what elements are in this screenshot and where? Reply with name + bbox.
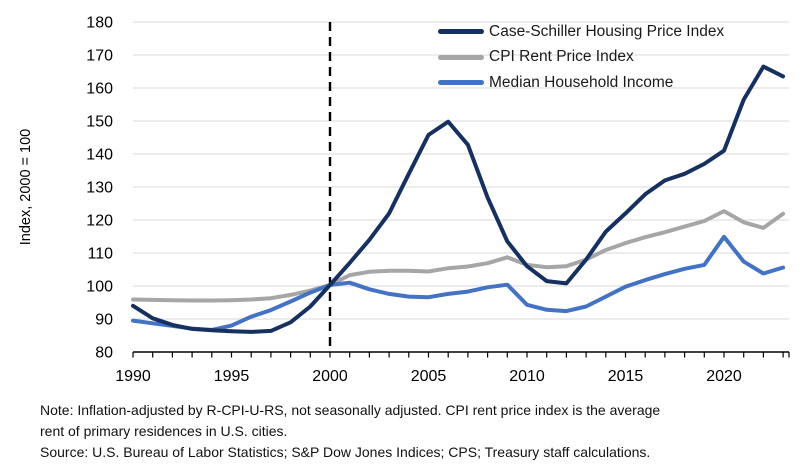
note-line-1: Note: Inflation-adjusted by R-CPI-U-RS, … [40, 402, 661, 418]
y-tick-label-150: 150 [86, 114, 113, 131]
source-text: Source: U.S. Bureau of Labor Statistics;… [40, 444, 651, 460]
x-tick-label-2005: 2005 [411, 368, 447, 385]
y-tick-label-80: 80 [95, 345, 113, 362]
series-line-case-schiller-housing-price-index [131, 64, 786, 334]
legend-swatch-cpi-rent-price-index [438, 54, 484, 60]
x-tick-label-2020: 2020 [706, 368, 742, 385]
legend-label-cpi-rent-price-index: CPI Rent Price Index [489, 48, 634, 66]
notes: Note: Inflation-adjusted by R-CPI-U-RS, … [40, 400, 785, 463]
y-tick-label-170: 170 [86, 48, 113, 65]
legend-item-case-schiller-housing-price-index: Case-Schiller Housing Price Index [438, 19, 724, 45]
series-line-cpi-rent-price-index [131, 209, 786, 303]
y-tick-label-120: 120 [86, 213, 113, 230]
y-axis-title: Index, 2000 = 100 [18, 128, 34, 246]
y-tick-label-160: 160 [86, 81, 113, 98]
x-tick-label-2015: 2015 [608, 368, 644, 385]
y-tick-label-140: 140 [86, 147, 113, 164]
legend-item-cpi-rent-price-index: CPI Rent Price Index [438, 45, 724, 71]
y-tick-label-100: 100 [86, 279, 113, 296]
x-tick-label-2010: 2010 [509, 368, 545, 385]
note-line-2: rent of primary residences in U.S. citie… [40, 423, 288, 439]
y-tick-label-130: 130 [86, 180, 113, 197]
y-tick-label-90: 90 [95, 312, 113, 329]
legend-swatch-case-schiller-housing-price-index [438, 29, 484, 35]
legend-swatch-median-household-income [438, 80, 484, 86]
legend-item-median-household-income: Median Household Income [438, 70, 724, 96]
x-tick-label-1990: 1990 [115, 368, 151, 385]
legend-label-median-household-income: Median Household Income [489, 73, 674, 91]
x-tick-label-1995: 1995 [214, 368, 250, 385]
legend-label-case-schiller-housing-price-index: Case-Schiller Housing Price Index [489, 22, 725, 40]
y-tick-label-110: 110 [87, 246, 113, 263]
series-line-median-household-income [131, 234, 786, 332]
legend: Case-Schiller Housing Price Index CPI Ren… [438, 19, 724, 96]
note-text: Note: Inflation-adjusted by R-CPI-U-RS, … [40, 400, 785, 442]
line-chart: 80 90 100 110 120 130 140 150 160 170 180 1990 1995 2… [86, 15, 790, 385]
x-tick-label-2000: 2000 [312, 368, 348, 385]
y-tick-label-180: 180 [86, 15, 113, 32]
